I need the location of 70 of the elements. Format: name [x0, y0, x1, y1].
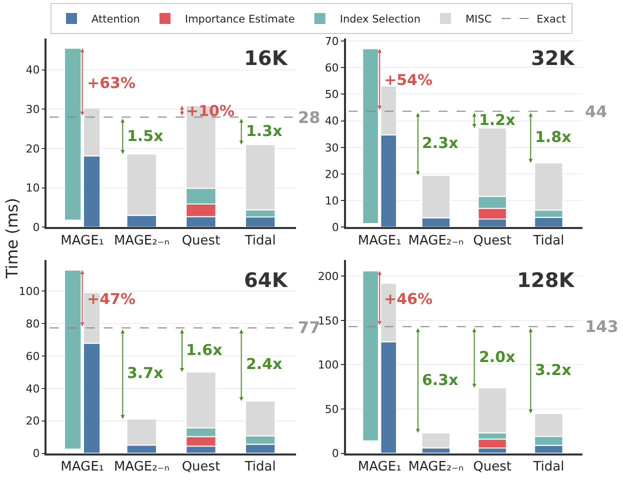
y-tick-label: 30	[324, 141, 339, 154]
y-tick-label: 50	[324, 402, 339, 416]
chart-title: 16K	[244, 46, 289, 70]
annotation: +63%	[87, 74, 136, 92]
annotation: +46%	[384, 290, 432, 308]
x-tick-label: MAGE₂₋ₙ	[114, 234, 170, 249]
y-tick-label: 60	[324, 62, 339, 74]
y-tick-label: 70	[324, 34, 339, 48]
x-tick-label: Tidal	[244, 234, 276, 249]
x-tick-label: MAGE₁	[358, 460, 402, 475]
legend-label: Importance Estimate	[184, 14, 295, 26]
y-tick-label: 100	[318, 358, 339, 372]
annotation: +10%	[186, 102, 234, 120]
y-tick-label: 0	[32, 221, 40, 234]
x-tick-label: Tidal	[532, 234, 564, 249]
chart-title: 64K	[244, 268, 289, 292]
x-tick-label: MAGE₂₋ₙ	[408, 234, 464, 249]
annotation: 2.0x	[479, 348, 516, 366]
annotation: 1.5x	[127, 127, 164, 145]
x-tick-label: Tidal	[532, 460, 564, 475]
y-tick-label: 10	[26, 182, 40, 195]
chart-title: 32K	[531, 46, 576, 70]
y-tick-label: 60	[26, 350, 40, 363]
x-tick-label: Quest	[473, 234, 512, 249]
legend-label: MISC	[466, 14, 492, 26]
annotation: 1.3x	[246, 122, 283, 140]
y-tick-label: 200	[318, 270, 339, 284]
y-tick-label: 20	[26, 142, 40, 156]
y-tick-label: 30	[26, 103, 40, 116]
legend-label: Exact	[536, 14, 566, 26]
annotation: 6.3x	[422, 371, 459, 389]
chart-title: 128K	[517, 268, 576, 292]
annotation: 1.8x	[535, 128, 572, 146]
x-tick-label: MAGE₂₋ₙ	[408, 460, 464, 475]
x-tick-label: MAGE₁	[358, 234, 402, 249]
annotation: 1.2x	[479, 111, 516, 129]
x-tick-label: MAGE₁	[60, 460, 104, 475]
y-tick-label: 20	[26, 414, 40, 428]
y-tick-label: 100	[18, 284, 40, 298]
text: 143	[585, 317, 618, 336]
annotation: 3.7x	[127, 364, 164, 382]
legend-label: Index Selection	[340, 14, 420, 26]
y-tick-label: 150	[318, 314, 339, 328]
legend-label: Attention	[92, 14, 140, 26]
x-tick-label: Quest	[473, 460, 512, 475]
x-tick-label: Quest	[182, 460, 220, 475]
y-tick-label: 50	[324, 88, 339, 102]
y-tick-label: 10	[324, 194, 339, 208]
text: 44	[585, 102, 608, 121]
x-tick-label: Quest	[182, 234, 220, 249]
x-tick-label: MAGE₂₋ₙ	[114, 460, 170, 475]
annotation: 2.3x	[422, 134, 459, 152]
text: 28	[298, 108, 320, 127]
y-tick-label: 0	[332, 447, 339, 460]
text: 77	[298, 318, 320, 337]
annotation: +54%	[384, 71, 432, 89]
x-tick-label: MAGE₁	[60, 234, 104, 249]
y-tick-label: 0	[332, 221, 339, 234]
y-tick-label: 40	[26, 64, 40, 77]
y-axis-title: Time (ms)	[2, 198, 22, 280]
y-tick-label: 40	[324, 114, 339, 128]
annotation: 2.4x	[246, 355, 283, 373]
y-tick-label: 40	[26, 382, 40, 396]
annotation: +47%	[87, 290, 136, 308]
y-tick-label: 20	[324, 168, 339, 181]
y-tick-label: 0	[32, 447, 40, 460]
annotation: 1.6x	[186, 341, 223, 359]
annotation: 3.2x	[535, 361, 572, 379]
y-tick-label: 80	[26, 317, 40, 330]
x-tick-label: Tidal	[244, 460, 276, 475]
